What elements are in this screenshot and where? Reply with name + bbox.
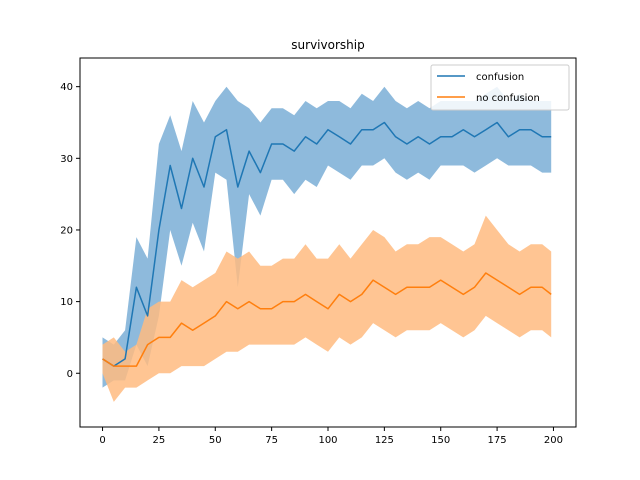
legend: confusion no confusion xyxy=(430,64,570,111)
x-tick-label: 0 xyxy=(99,435,105,446)
x-tick-label: 75 xyxy=(265,435,278,446)
y-tick-label: 30 xyxy=(60,154,73,165)
y-axis: 0 10 20 30 40 xyxy=(60,82,80,380)
line-no-confusion xyxy=(102,272,552,367)
y-tick-label: 10 xyxy=(60,297,73,308)
x-tick-label: 50 xyxy=(209,435,222,446)
x-tick-label: 150 xyxy=(431,435,450,446)
x-tick-label: 25 xyxy=(153,435,166,446)
x-tick-label: 100 xyxy=(318,435,337,446)
series-lines xyxy=(102,121,552,367)
legend-label-no-confusion: no confusion xyxy=(476,93,540,104)
x-tick-label: 125 xyxy=(375,435,394,446)
x-tick-label: 200 xyxy=(544,435,563,446)
band-confusion xyxy=(102,86,552,388)
line-confusion xyxy=(102,121,552,367)
y-tick-label: 40 xyxy=(60,82,73,93)
x-tick-label: 175 xyxy=(488,435,507,446)
legend-box xyxy=(430,64,570,111)
x-axis: 0 25 50 75 100 125 150 175 200 xyxy=(99,427,563,446)
legend-label-confusion: confusion xyxy=(476,72,524,83)
y-tick-label: 20 xyxy=(60,225,73,236)
y-tick-label: 0 xyxy=(67,369,73,380)
chart-title: survivorship xyxy=(291,38,364,52)
